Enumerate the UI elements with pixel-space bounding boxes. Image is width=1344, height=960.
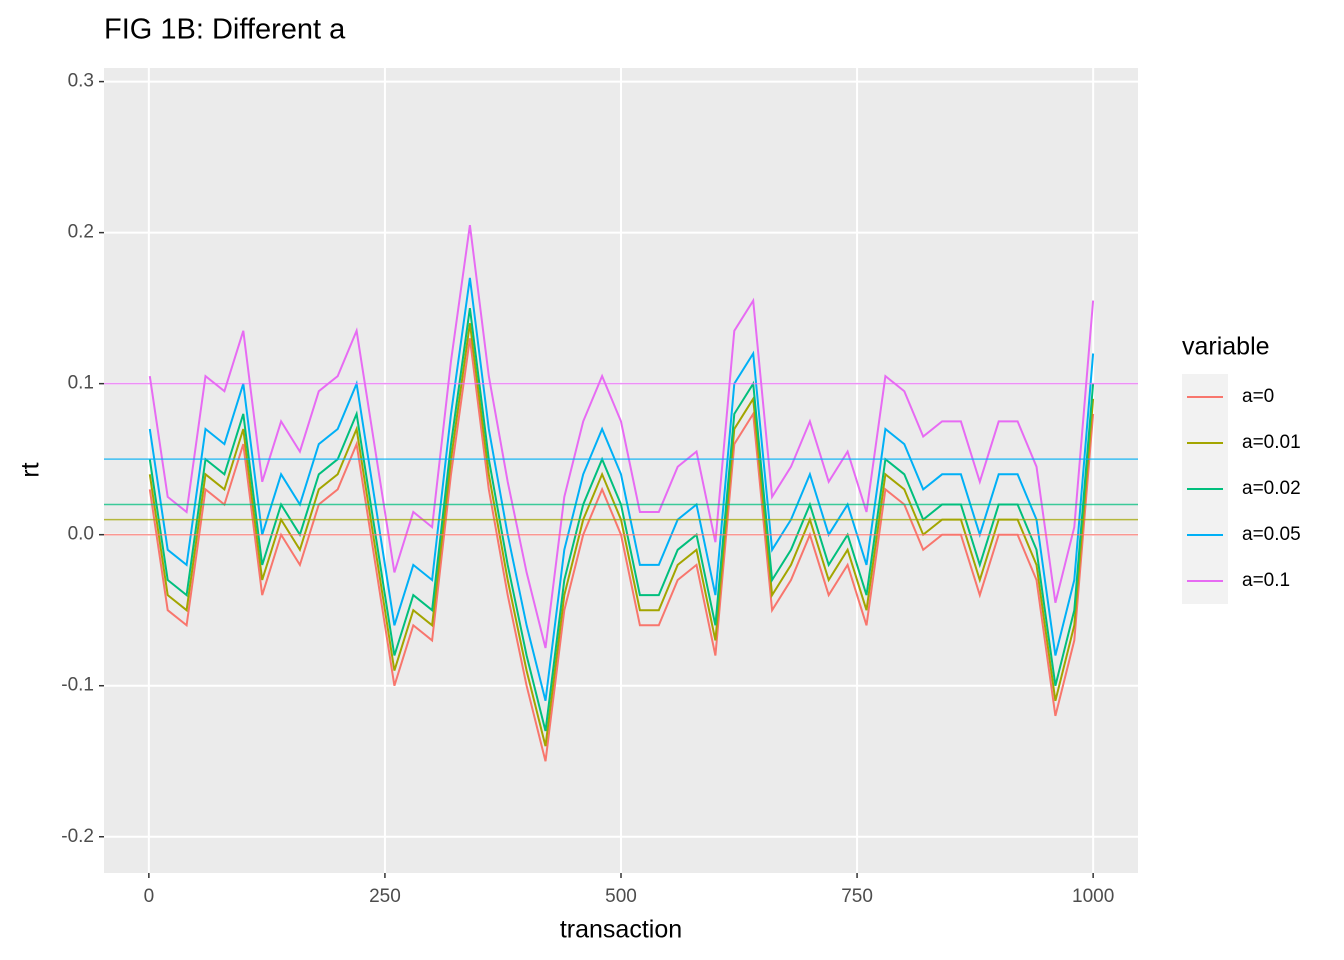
- series-line: [148, 224, 1095, 649]
- series-line: [148, 277, 1095, 702]
- legend-label: a=0.05: [1242, 524, 1301, 545]
- x-tick-label: 750: [841, 886, 873, 907]
- x-tick-label: 1000: [1072, 886, 1114, 907]
- y-axis-label: rt: [17, 462, 45, 477]
- x-tick-label: 500: [605, 886, 637, 907]
- y-tick-label: 0.1: [68, 373, 94, 394]
- y-tick-label: 0.0: [68, 524, 94, 545]
- y-tick-label: -0.2: [61, 826, 94, 847]
- chart-title: FIG 1B: Different a: [104, 14, 346, 46]
- legend-label: a=0.01: [1242, 432, 1301, 453]
- y-tick-label: -0.1: [61, 675, 94, 696]
- y-tick-label: 0.2: [68, 222, 94, 243]
- legend-label: a=0.02: [1242, 478, 1301, 499]
- legend-label: a=0.1: [1242, 570, 1290, 591]
- y-tick-label: 0.3: [68, 71, 94, 92]
- legend-label: a=0: [1242, 386, 1274, 407]
- x-tick-label: 250: [369, 886, 401, 907]
- x-axis-label: transaction: [560, 916, 682, 944]
- legend-title: variable: [1182, 333, 1270, 361]
- x-tick-label: 0: [144, 886, 155, 907]
